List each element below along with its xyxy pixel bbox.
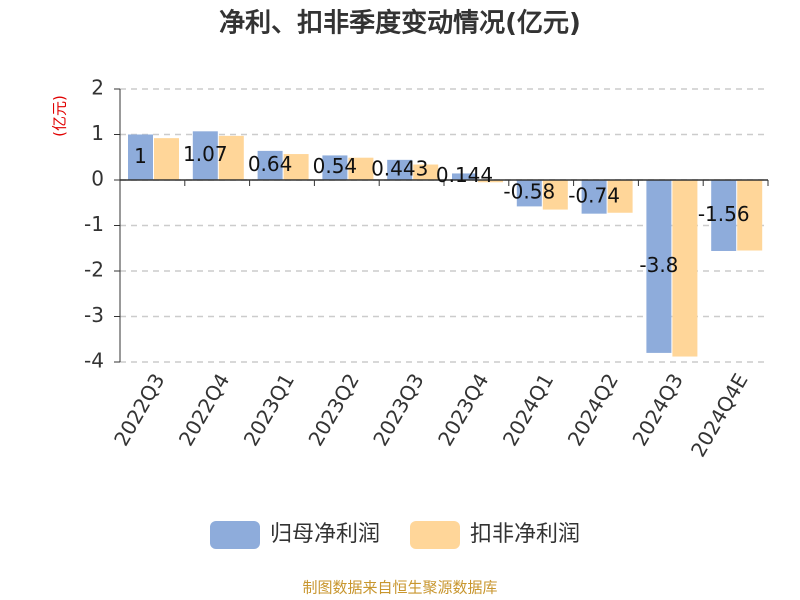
- legend-label: 归母净利润: [270, 522, 380, 547]
- bar: [387, 159, 413, 180]
- data-label: -1.56: [698, 202, 750, 226]
- bar: [283, 154, 309, 180]
- data-label: -3.8: [639, 253, 678, 277]
- bar: [516, 180, 542, 207]
- y-tick-label: 2: [91, 76, 104, 100]
- bar: [128, 134, 153, 180]
- source-note: 制图数据来自恒生聚源数据库: [302, 579, 497, 597]
- legend-label: 扣非净利润: [470, 522, 580, 547]
- x-tick-label: 2024Q3: [627, 369, 687, 450]
- bar: [452, 173, 477, 180]
- x-tick-label: 2023Q1: [239, 369, 299, 450]
- bar: [711, 180, 737, 251]
- bar: [154, 138, 179, 180]
- y-axis-label: (亿元): [51, 95, 69, 137]
- x-tick-label: 2023Q3: [368, 369, 428, 450]
- bar: [348, 157, 374, 180]
- bar: [646, 180, 672, 353]
- bar: [218, 135, 244, 180]
- y-tick-label: -1: [84, 212, 104, 236]
- bar: [413, 164, 439, 180]
- y-tick-label: 1: [91, 121, 104, 145]
- y-tick-label: 0: [91, 167, 104, 191]
- legend-swatch: [210, 521, 260, 549]
- data-label: 0.443: [371, 156, 428, 180]
- x-tick-label: 2023Q2: [303, 369, 363, 450]
- chart-title: 净利、扣非季度变动情况(亿元): [219, 8, 581, 39]
- data-label: 0.54: [313, 154, 358, 178]
- legend-swatch: [410, 521, 460, 549]
- bar: [737, 180, 763, 251]
- bar: [581, 180, 607, 214]
- y-tick-label: -4: [84, 349, 104, 373]
- bar: [478, 180, 503, 183]
- data-label: -0.74: [568, 183, 620, 207]
- data-label: 1: [134, 144, 147, 168]
- y-tick-label: -2: [84, 258, 104, 282]
- data-label: 1.07: [183, 142, 228, 166]
- x-tick-label: 2024Q2: [563, 369, 623, 450]
- bar: [322, 155, 348, 180]
- data-label: 0.64: [248, 152, 293, 176]
- x-tick-label: 2024Q4E: [686, 369, 753, 461]
- x-tick-label: 2023Q4: [433, 369, 493, 450]
- x-tick-label: 2022Q3: [109, 369, 169, 450]
- bar: [257, 150, 283, 180]
- x-tick-label: 2024Q1: [498, 369, 558, 450]
- x-tick-label: 2022Q4: [174, 369, 234, 450]
- bar: [607, 180, 633, 213]
- y-tick-label: -3: [84, 303, 104, 327]
- data-label: -0.58: [503, 180, 555, 204]
- bar: [192, 131, 218, 180]
- bar: [542, 180, 568, 210]
- bar: [672, 180, 698, 357]
- data-label: 0.144: [436, 163, 493, 187]
